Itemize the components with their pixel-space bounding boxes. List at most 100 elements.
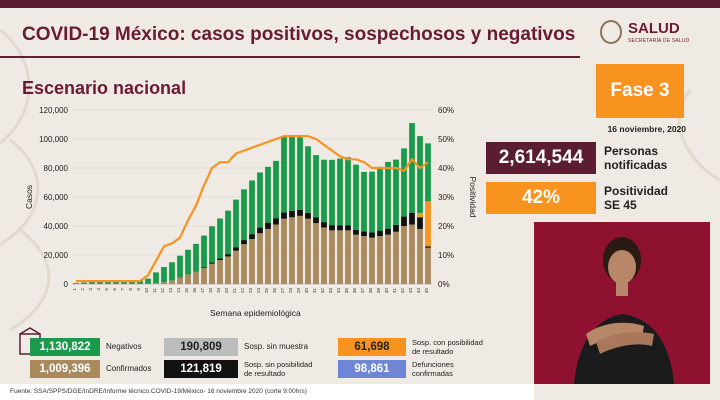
bar-confirmed [369, 237, 375, 284]
bar-sosp-sin-posibilidad [417, 217, 423, 229]
bar-confirmed [297, 215, 303, 284]
top-bar [0, 0, 720, 8]
sosp-sin-posibilidad-value: 121,819 [164, 360, 238, 378]
bar-negatives [113, 281, 119, 284]
x-tick-label: 3 [88, 288, 93, 291]
x-tick-label: 24 [256, 288, 261, 294]
bar-negatives [265, 166, 271, 223]
bar-negatives [329, 159, 335, 226]
x-tick-label: 34 [336, 288, 341, 294]
bar-negatives [177, 255, 183, 278]
bar-confirmed [313, 223, 319, 284]
x-tick-label: 2 [80, 288, 85, 291]
bar-confirmed [225, 256, 231, 284]
y-tick-label: 120,000 [39, 106, 68, 115]
sosp-sin-muestra-label: Sosp. sin muestra [244, 342, 309, 351]
sosp-sin-muestra-value: 190,809 [164, 338, 238, 356]
phase-badge: Fase 3 [596, 64, 684, 118]
x-tick-label: 45 [424, 288, 429, 294]
bar-confirmed [241, 244, 247, 284]
bar-negatives [425, 143, 431, 202]
bar-negatives [161, 267, 167, 283]
bar-confirmed [249, 239, 255, 284]
x-tick-label: 11 [152, 288, 157, 293]
bar-confirmed [377, 236, 383, 284]
bar-sosp-sin-posibilidad [297, 209, 303, 216]
x-tick-label: 37 [360, 288, 365, 294]
bar-sosp-sin-posibilidad [257, 227, 263, 234]
logo-text: SALUD [628, 20, 680, 37]
x-tick-label: 10 [144, 288, 149, 294]
bar-confirmed [401, 226, 407, 284]
bar-confirmed [153, 283, 159, 284]
x-tick-label: 18 [208, 288, 213, 294]
x-tick-label: 21 [232, 288, 237, 294]
x-tick-label: 39 [376, 288, 381, 294]
y2-tick-label: 40% [438, 164, 454, 173]
x-tick-label: 33 [328, 288, 333, 294]
x-tick-label: 19 [216, 288, 221, 294]
bar-confirmed [329, 230, 335, 284]
positivity-label: Positividad SE 45 [604, 184, 669, 212]
bar-sosp-sin-posibilidad [289, 210, 295, 218]
logo-subtext: SECRETARÍA DE SALUD [628, 38, 690, 44]
sign-language-interpreter-video [534, 222, 710, 384]
bar-negatives [353, 164, 359, 230]
bar-negatives [321, 159, 327, 223]
positivity-value: 42% [486, 182, 596, 214]
y2-tick-label: 0% [438, 280, 450, 289]
x-tick-label: 15 [184, 288, 189, 294]
bar-sosp-sin-posibilidad [353, 229, 359, 235]
confirmed-label: Confirmados [106, 364, 152, 373]
bar-negatives [105, 281, 111, 284]
bar-negatives [281, 136, 287, 213]
x-tick-label: 6 [112, 288, 117, 291]
y2-tick-label: 10% [438, 251, 454, 260]
x-tick-label: 22 [240, 288, 245, 294]
bar-confirmed [257, 233, 263, 284]
sosp-con-posibilidad-label: Sosp. con posibilidad de resultado [412, 338, 483, 356]
bar-sosp-sin-posibilidad [281, 212, 287, 219]
bar-negatives [201, 235, 207, 268]
bar-negatives [417, 136, 423, 213]
defunciones-label: Defunciones confirmadas [412, 360, 454, 378]
bar-negatives [129, 280, 135, 284]
bar-negatives [305, 146, 311, 213]
bar-sosp-sin-posibilidad [337, 225, 343, 231]
sosp-con-posibilidad-value: 61,698 [338, 338, 406, 356]
bar-sosp-sin-posibilidad [361, 231, 367, 237]
bar-confirmed [209, 263, 215, 284]
x-tick-label: 13 [168, 288, 173, 294]
x-tick-label: 35 [344, 288, 349, 294]
bar-confirmed [361, 236, 367, 284]
bar-confirmed [321, 227, 327, 284]
x-tick-label: 38 [368, 288, 373, 294]
bar-negatives [401, 148, 407, 217]
bar-negatives [409, 123, 415, 213]
bar-negatives [369, 171, 375, 233]
x-tick-label: 8 [128, 288, 133, 291]
bar-confirmed [217, 260, 223, 284]
x-tick-label: 30 [304, 288, 309, 294]
x-tick-label: 31 [312, 288, 317, 294]
bar-negatives [193, 243, 199, 272]
x-tick-label: 28 [288, 288, 293, 294]
bar-negatives [225, 210, 231, 255]
bar-negatives [81, 282, 87, 284]
bar-negatives [273, 160, 279, 219]
seal-icon [600, 20, 622, 44]
negatives-label: Negativos [106, 342, 142, 351]
bar-negatives [385, 161, 391, 229]
positivity-line [76, 134, 429, 283]
bar-negatives [73, 283, 79, 284]
x-tick-label: 17 [200, 288, 205, 294]
x-tick-label: 16 [192, 288, 197, 294]
page-title: COVID-19 México: casos positivos, sospec… [22, 24, 576, 45]
y-tick-label: 0 [64, 280, 69, 289]
bar-negatives [241, 189, 247, 241]
bar-sosp-sin-posibilidad [273, 218, 279, 225]
bar-confirmed [425, 247, 431, 284]
x-tick-label: 1 [72, 288, 77, 291]
bar-negatives [289, 135, 295, 211]
bar-confirmed [185, 274, 191, 284]
